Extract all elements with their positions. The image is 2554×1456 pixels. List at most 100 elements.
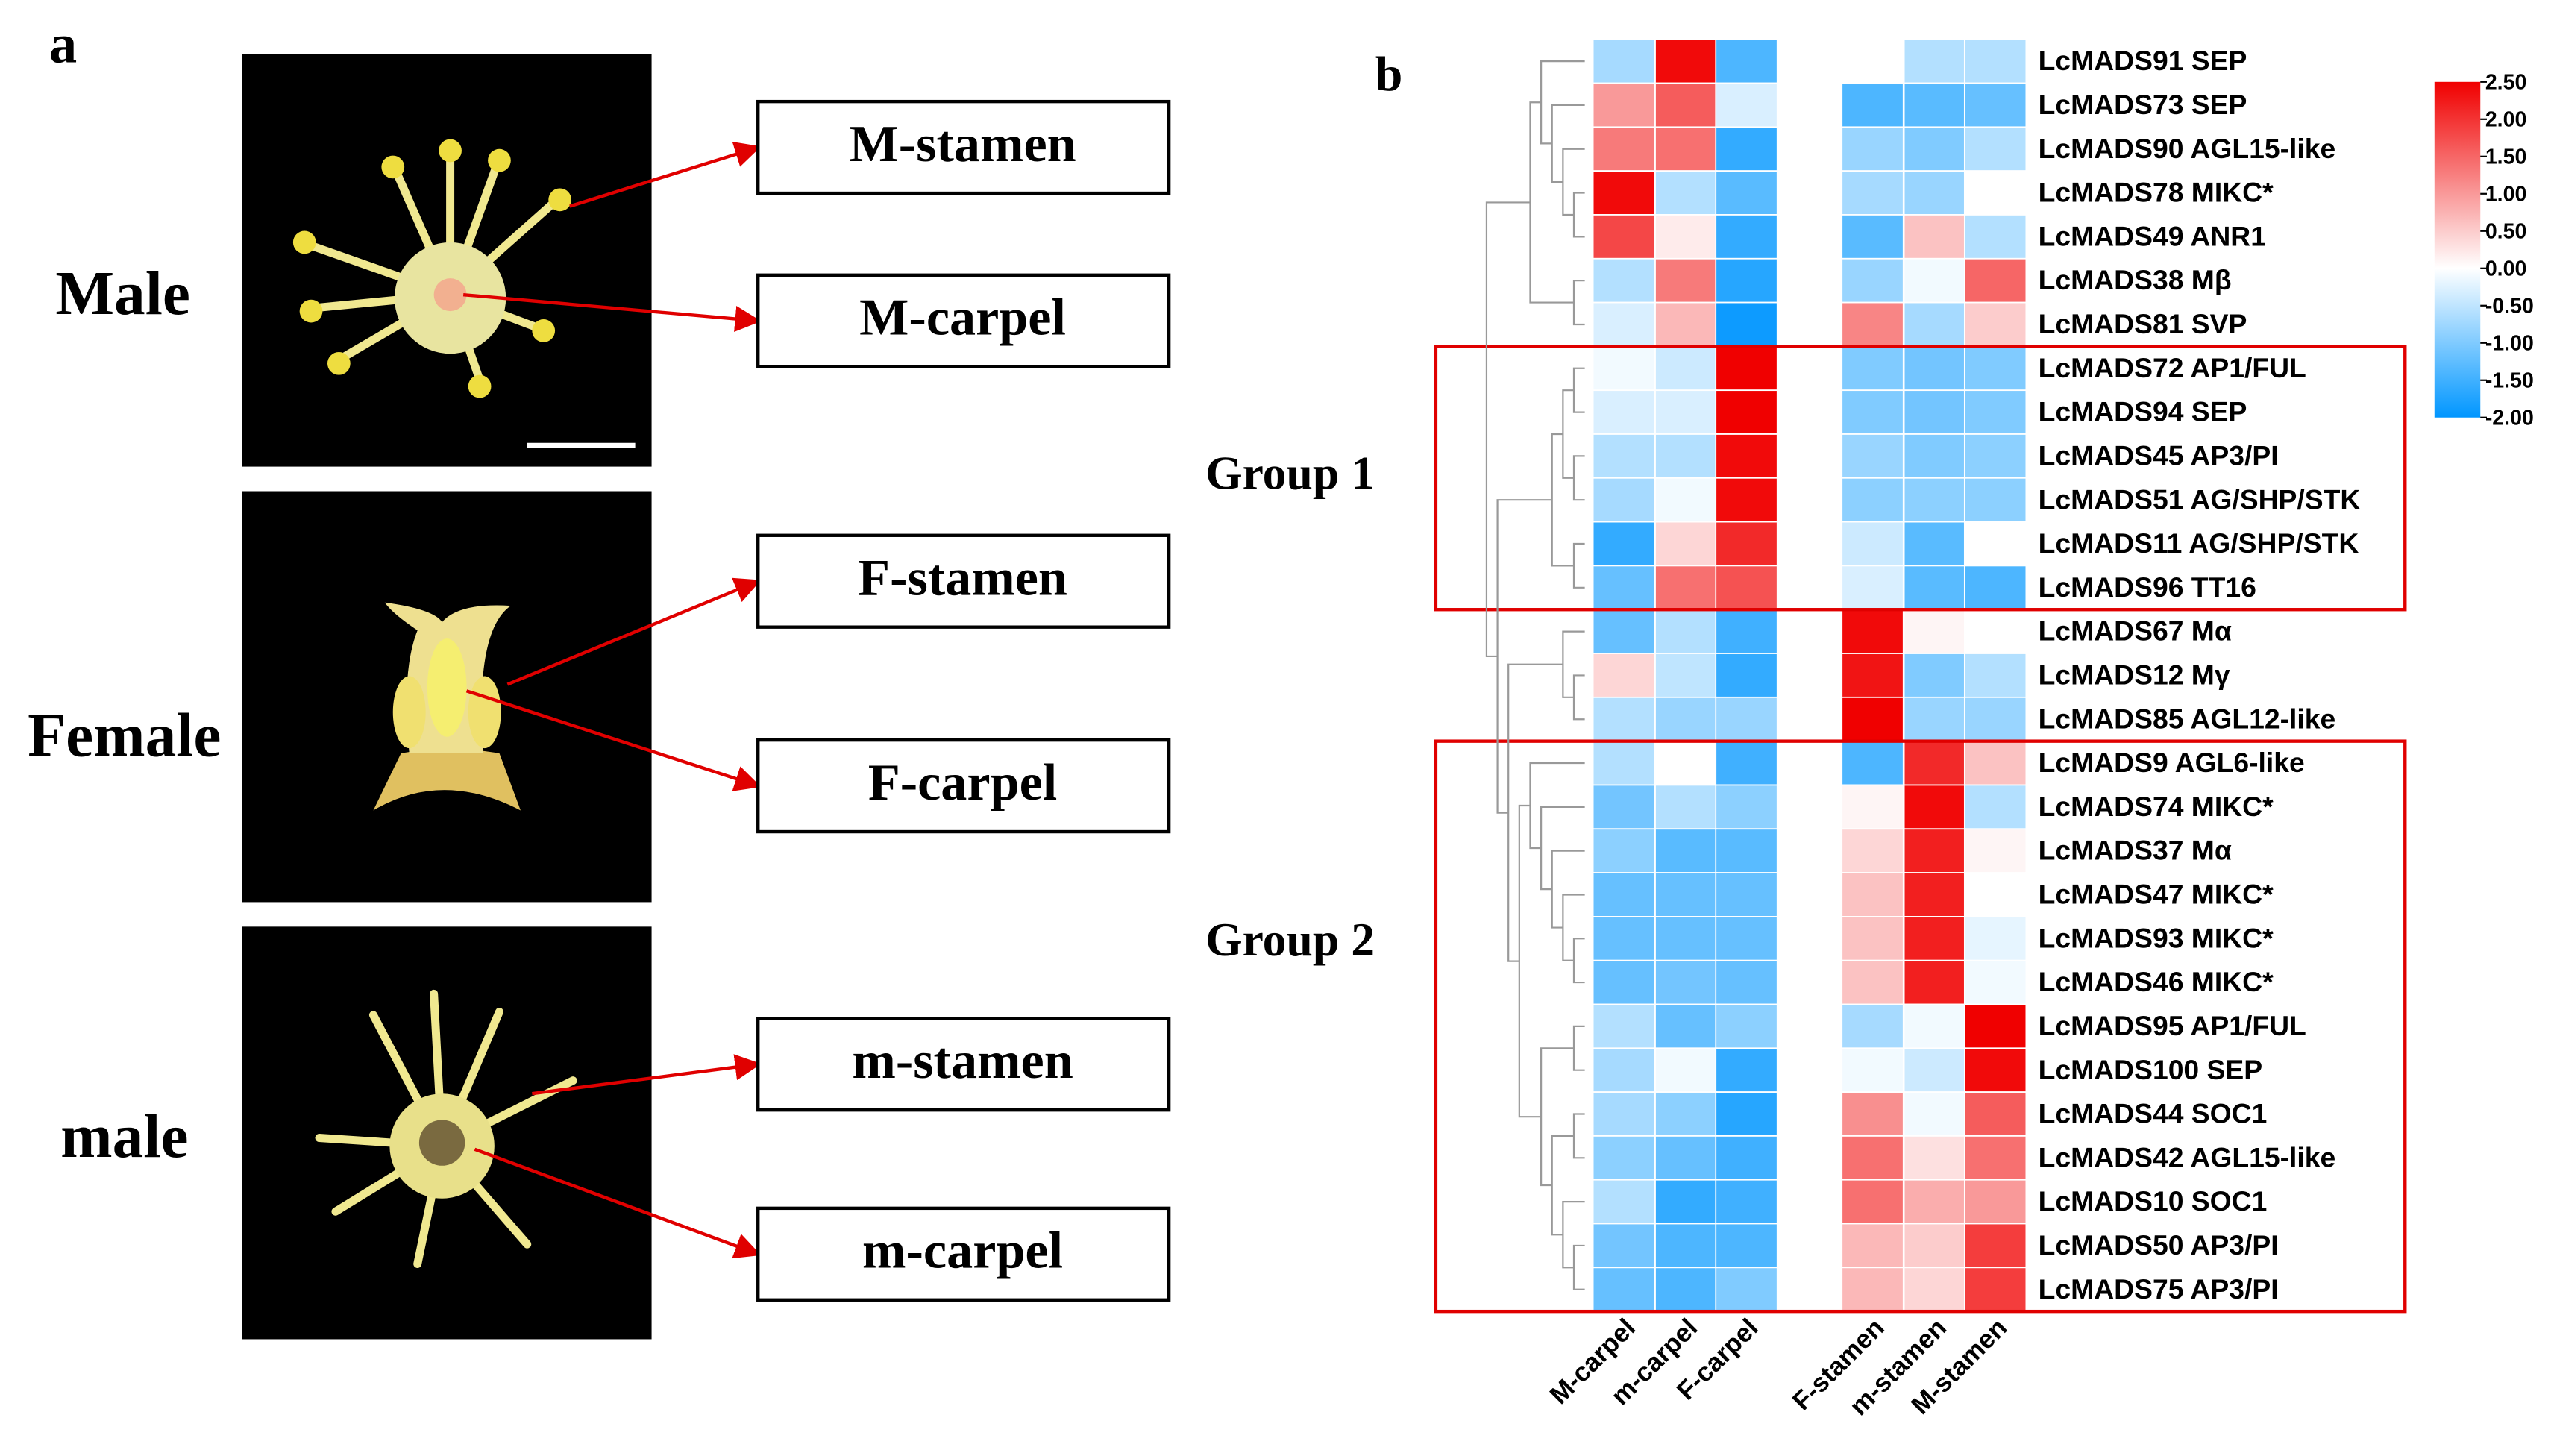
dendrogram-branch (1540, 60, 1585, 145)
heatmap-cell (1715, 214, 1778, 260)
heatmap-cell (1903, 433, 1967, 479)
heatmap-cell (1654, 389, 1718, 435)
row-label: LcMADS9 AGL6-like (2039, 747, 2305, 778)
heatmap-cell (1841, 959, 1904, 1005)
colorbar-tick-label: -1.50 (2485, 368, 2534, 392)
row-label: LcMADS75 AP3/PI (2039, 1273, 2279, 1305)
heatmap-cell (1963, 653, 2027, 698)
heatmap-cell (1654, 740, 1718, 786)
heatmap-cell (1715, 1267, 1778, 1313)
heatmap-cell (1903, 696, 1967, 742)
panel-label: a (49, 13, 77, 75)
row-label: LcMADS93 MIKC* (2039, 922, 2274, 953)
heatmap-cell (1654, 653, 1718, 698)
row-label: LcMADS44 SOC1 (2039, 1098, 2268, 1129)
heatmap-cell (1654, 1003, 1718, 1049)
heatmap-cell (1963, 345, 2027, 392)
heatmap-cell (1654, 784, 1718, 830)
heatmap-cell (1903, 1223, 1967, 1269)
colorbar-tick-label: 0.50 (2485, 219, 2527, 243)
heatmap-cell (1592, 1047, 1656, 1093)
heatmap-cell (1963, 784, 2027, 830)
heatmap-cell (1841, 170, 1904, 216)
heatmap-cell (1592, 1091, 1656, 1137)
row-label: LcMADS74 MIKC* (2039, 791, 2274, 822)
heatmap-cell (1715, 1223, 1778, 1269)
heatmap-cell (1903, 1179, 1967, 1225)
row-label: LcMADS47 MIKC* (2039, 879, 2274, 910)
heatmap-cell (1592, 1179, 1656, 1225)
tissue-label: M-stamen (849, 115, 1076, 173)
dendrogram-branch (1529, 101, 1575, 304)
heatmap-cell (1654, 565, 1718, 611)
heatmap-cell (1715, 959, 1778, 1005)
heatmap-cell (1715, 301, 1778, 348)
heatmap-cell (1841, 477, 1904, 523)
heatmap-cell (1654, 521, 1718, 567)
heatmap-cell (1841, 82, 1904, 128)
heatmap-cell (1592, 1135, 1656, 1181)
tissue-label: m-stamen (852, 1032, 1073, 1090)
heatmap-cell (1841, 915, 1904, 961)
panel-label: b (1375, 47, 1403, 101)
heatmap-cell (1592, 389, 1656, 435)
heatmap-cell (1903, 301, 1967, 348)
heatmap-cell (1592, 915, 1656, 961)
row-label: LcMADS90 AGL15-like (2039, 133, 2336, 164)
row-label: LcMADS78 MIKC* (2039, 177, 2274, 208)
heatmap-cell (1903, 653, 1967, 698)
heatmap-cell (1715, 170, 1778, 216)
heatmap-cell (1654, 301, 1718, 348)
row-label: LcMADS73 SEP (2039, 89, 2247, 120)
heatmap-cell (1841, 1223, 1904, 1269)
heatmap-cell (1715, 1003, 1778, 1049)
photo-female (242, 491, 652, 903)
heatmap-cell (1654, 828, 1718, 873)
heatmap-cell (1715, 521, 1778, 567)
row-label: LcMADS46 MIKC* (2039, 966, 2274, 997)
heatmap-cell (1592, 696, 1656, 742)
heatmap-cell (1963, 1223, 2027, 1269)
dendrogram-branch (1572, 280, 1585, 326)
photo-male (242, 54, 652, 467)
colorbar-tick-label: 1.00 (2485, 183, 2527, 207)
heatmap-cell (1841, 653, 1904, 698)
heatmap-cell (1654, 433, 1718, 479)
heatmap-cell (1903, 784, 1967, 830)
colorbar (2434, 81, 2481, 418)
heatmap-cell (1841, 433, 1904, 479)
colorbar-tick-label: 2.50 (2485, 71, 2527, 95)
heatmap-cell (1841, 696, 1904, 742)
row-label: LcMADS51 AG/SHP/STK (2039, 483, 2361, 515)
heatmap-cell (1715, 82, 1778, 128)
heatmap-cell (1963, 1267, 2027, 1313)
heatmap-cell (1963, 433, 2027, 479)
heatmap-cell (1841, 1179, 1904, 1225)
heatmap-cell (1963, 609, 2027, 654)
tissue-box (756, 273, 1171, 368)
heatmap-cell (1654, 214, 1718, 260)
heatmap-cell (1654, 38, 1718, 84)
row-label: LcMADS91 SEP (2039, 45, 2247, 76)
heatmap-cell (1715, 1091, 1778, 1137)
heatmap-cell (1903, 828, 1967, 873)
tissue-box (756, 533, 1171, 629)
dendrogram-branch (1572, 542, 1585, 589)
heatmap-cell (1903, 170, 1967, 216)
heatmap-cell (1654, 170, 1718, 216)
heatmap-cell (1715, 565, 1778, 611)
row-label: LcMADS11 AG/SHP/STK (2039, 527, 2359, 559)
heatmap-cell (1715, 609, 1778, 654)
heatmap-cell (1841, 1003, 1904, 1049)
heatmap-cell (1903, 915, 1967, 961)
heatmap-cell (1841, 1135, 1904, 1181)
dendrogram-branch (1507, 663, 1563, 962)
heatmap-cell (1715, 1179, 1778, 1225)
row-label: LcMADS81 SVP (2039, 308, 2247, 339)
heatmap-cell (1715, 872, 1778, 917)
heatmap-cell (1963, 38, 2027, 84)
heatmap-cell (1841, 1047, 1904, 1093)
heatmap-cell (1903, 389, 1967, 435)
heatmap-cell (1841, 38, 1904, 84)
heatmap-cell (1963, 696, 2027, 742)
